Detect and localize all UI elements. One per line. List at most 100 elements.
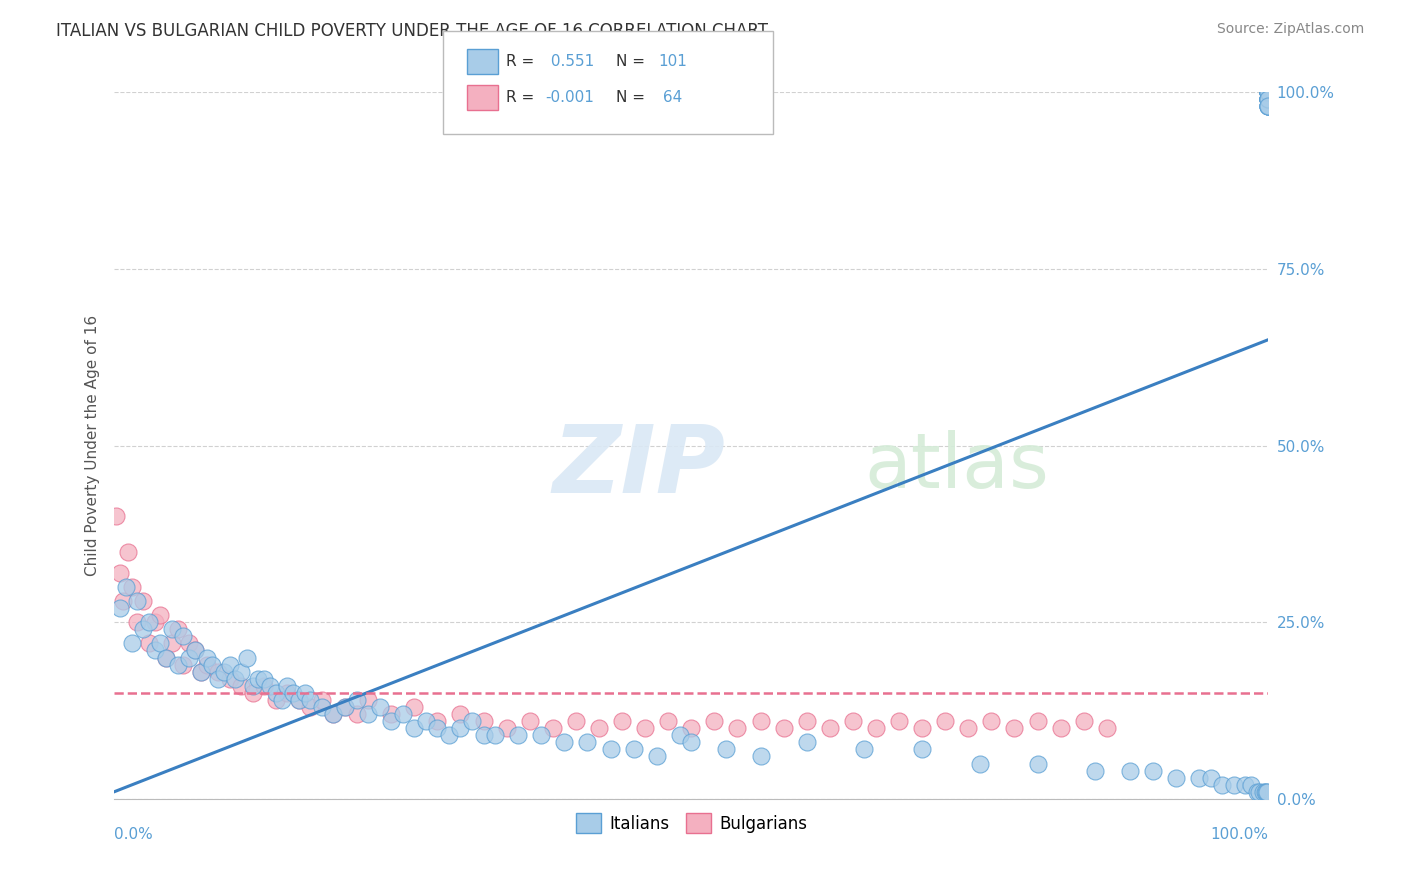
Point	[253, 672, 276, 686]
Point	[184, 643, 207, 657]
Point	[368, 700, 391, 714]
Point	[1073, 714, 1095, 728]
Point	[391, 707, 413, 722]
Point	[1199, 771, 1222, 785]
Point	[114, 580, 136, 594]
Point	[1084, 764, 1107, 778]
Point	[236, 650, 259, 665]
Text: ZIP: ZIP	[553, 421, 725, 513]
Point	[588, 721, 610, 735]
Point	[179, 636, 201, 650]
Point	[911, 742, 934, 756]
Point	[449, 707, 471, 722]
Point	[231, 665, 253, 679]
Point	[508, 728, 530, 742]
Point	[1004, 721, 1026, 735]
Point	[259, 679, 281, 693]
Point	[703, 714, 725, 728]
Point	[1257, 92, 1279, 106]
Point	[911, 721, 934, 735]
Point	[1257, 86, 1279, 100]
Point	[541, 721, 564, 735]
Point	[143, 643, 166, 657]
Point	[1257, 92, 1279, 106]
Point	[322, 707, 344, 722]
Point	[380, 707, 402, 722]
Text: 0.0%: 0.0%	[114, 827, 153, 842]
Text: atlas: atlas	[865, 430, 1049, 504]
Point	[143, 615, 166, 630]
Point	[1256, 785, 1278, 799]
Point	[1257, 99, 1279, 113]
Point	[610, 714, 633, 728]
Point	[472, 714, 495, 728]
Point	[887, 714, 910, 728]
Point	[1257, 99, 1279, 113]
Point	[242, 679, 264, 693]
Point	[1119, 764, 1142, 778]
Point	[623, 742, 645, 756]
Point	[288, 693, 311, 707]
Point	[322, 707, 344, 722]
Point	[1095, 721, 1118, 735]
Point	[1257, 92, 1279, 106]
Point	[264, 693, 287, 707]
Point	[132, 622, 155, 636]
Text: ITALIAN VS BULGARIAN CHILD POVERTY UNDER THE AGE OF 16 CORRELATION CHART: ITALIAN VS BULGARIAN CHILD POVERTY UNDER…	[56, 22, 768, 40]
Point	[553, 735, 575, 749]
Point	[1164, 771, 1187, 785]
Point	[1256, 785, 1278, 799]
Point	[449, 721, 471, 735]
Text: Source: ZipAtlas.com: Source: ZipAtlas.com	[1216, 22, 1364, 37]
Point	[311, 693, 333, 707]
Y-axis label: Child Poverty Under the Age of 16: Child Poverty Under the Age of 16	[86, 315, 100, 576]
Point	[404, 700, 426, 714]
Text: N =: N =	[616, 54, 645, 69]
Point	[207, 672, 229, 686]
Point	[749, 714, 772, 728]
Point	[599, 742, 621, 756]
Point	[796, 735, 818, 749]
Text: 0.551: 0.551	[546, 54, 593, 69]
Point	[1049, 721, 1071, 735]
Point	[818, 721, 841, 735]
Point	[1211, 778, 1233, 792]
Point	[657, 714, 679, 728]
Point	[155, 650, 177, 665]
Point	[190, 665, 212, 679]
Point	[172, 629, 194, 643]
Point	[190, 665, 212, 679]
Point	[645, 749, 668, 764]
Point	[495, 721, 517, 735]
Point	[105, 509, 128, 524]
Point	[668, 728, 690, 742]
Point	[121, 636, 143, 650]
Point	[346, 693, 368, 707]
Point	[242, 686, 264, 700]
Point	[357, 707, 380, 722]
Point	[149, 636, 172, 650]
Text: R =: R =	[506, 90, 534, 104]
Point	[160, 636, 183, 650]
Point	[1257, 92, 1279, 106]
Point	[108, 566, 131, 580]
Point	[207, 665, 229, 679]
Point	[1257, 86, 1279, 100]
Point	[311, 700, 333, 714]
Point	[224, 672, 246, 686]
Text: 101: 101	[658, 54, 688, 69]
Point	[184, 643, 207, 657]
Point	[253, 679, 276, 693]
Point	[437, 728, 460, 742]
Point	[218, 672, 240, 686]
Point	[138, 636, 160, 650]
Point	[264, 686, 287, 700]
Point	[957, 721, 980, 735]
Point	[530, 728, 553, 742]
Point	[299, 693, 322, 707]
Text: 64: 64	[658, 90, 682, 104]
Point	[127, 594, 149, 608]
Point	[1142, 764, 1164, 778]
Point	[1223, 778, 1246, 792]
Point	[195, 650, 218, 665]
